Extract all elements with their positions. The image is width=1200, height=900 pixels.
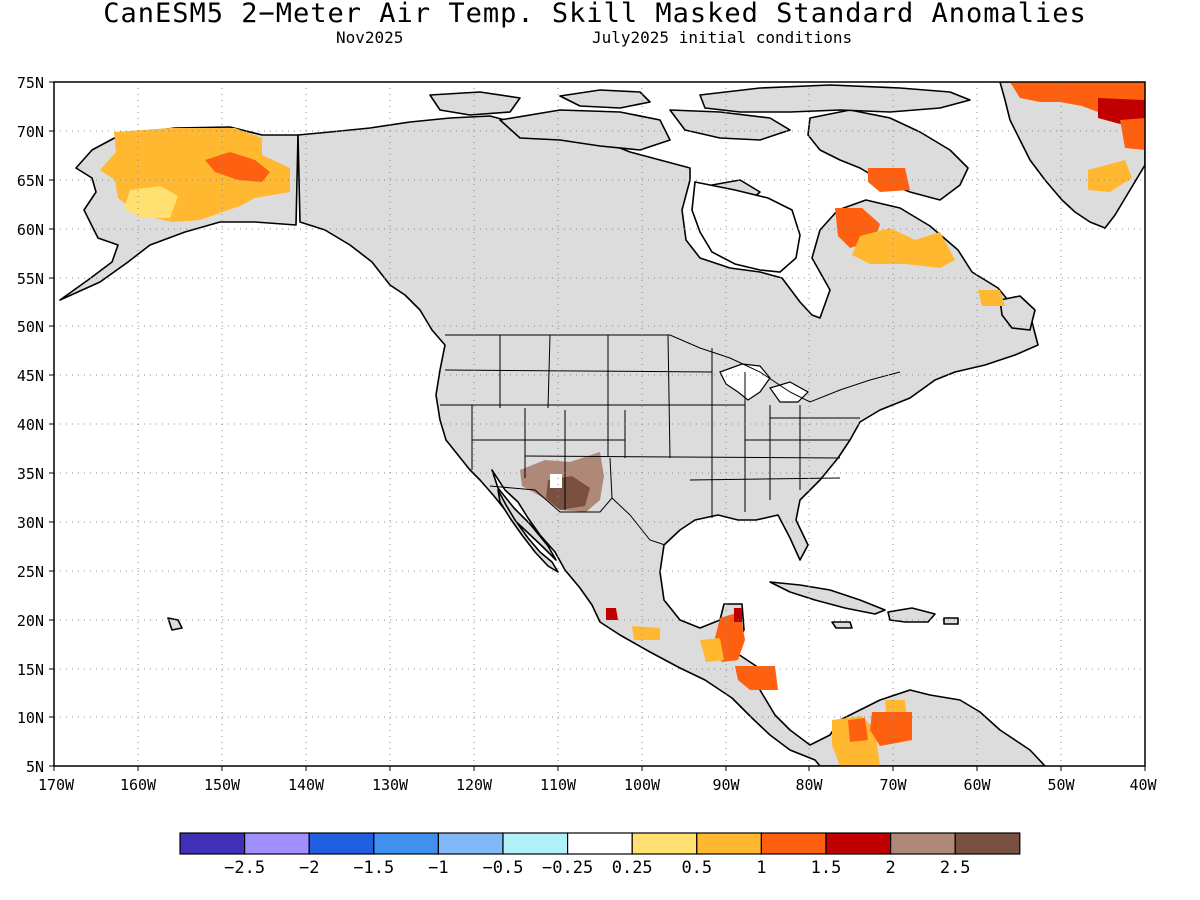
longitude-labels: 170W 160W 150W 140W 130W 120W 110W 100W …	[38, 776, 1158, 794]
anomaly-shading	[100, 82, 1145, 766]
lon-label: 150W	[204, 776, 241, 794]
lat-label: 40N	[17, 416, 44, 434]
anomaly-southwest-hole	[550, 474, 562, 488]
lat-label: 55N	[17, 270, 44, 288]
newfoundland	[999, 295, 1036, 331]
colorbar-swatch	[631, 832, 698, 855]
anomaly-yucatan-2	[734, 608, 742, 622]
colorbar-swatch	[179, 832, 246, 855]
hispaniola	[887, 607, 936, 623]
lon-label: 170W	[38, 776, 75, 794]
anomaly-venezuela-1	[870, 712, 912, 746]
lon-label: 80W	[795, 776, 823, 794]
political-borders	[440, 334, 901, 546]
us-mexico-border	[489, 485, 666, 546]
anomaly-honduras-1	[735, 666, 778, 690]
colorbar-swatch	[696, 832, 762, 855]
anomaly-greenland-east	[1088, 160, 1132, 192]
colorbar-swatch	[889, 832, 956, 855]
lon-label: 140W	[288, 776, 325, 794]
lon-label: 90W	[712, 776, 740, 794]
hawaii	[167, 617, 183, 631]
arctic-island-small	[559, 89, 651, 109]
colorbar-swatch	[244, 832, 310, 855]
lat-label: 5N	[26, 758, 44, 776]
lat-label: 10N	[17, 709, 44, 727]
colorbar-label: 0.25	[612, 858, 653, 878]
arctic-island-banks	[429, 91, 521, 116]
anomaly-alaska-1	[205, 152, 270, 182]
colorbar-swatch	[760, 832, 827, 855]
lat-label: 25N	[17, 563, 44, 581]
lon-label: 100W	[624, 776, 661, 794]
colorbar-label: −0.25	[542, 858, 593, 878]
lon-label: 50W	[1047, 776, 1075, 794]
us-canada-border	[445, 334, 901, 403]
colorbar-label: −1.5	[353, 858, 394, 878]
anomaly-alaska-025	[124, 186, 178, 218]
colorbar-label: −2	[299, 858, 319, 878]
colorbar-swatch	[954, 832, 1021, 855]
jamaica	[831, 621, 853, 629]
lat-label: 60N	[17, 221, 44, 239]
anomaly-venezuela-05	[885, 700, 906, 712]
anomaly-labrador-05	[852, 228, 955, 268]
anomaly-colombia-1	[848, 718, 868, 742]
puerto-rico	[943, 617, 959, 625]
great-lakes	[719, 363, 809, 403]
colorbar-swatch	[825, 832, 892, 855]
colorbar-swatch	[502, 832, 569, 855]
lon-label: 110W	[540, 776, 577, 794]
lat-label: 65N	[17, 172, 44, 190]
lon-label: 70W	[879, 776, 907, 794]
lat-label: 50N	[17, 318, 44, 336]
anomaly-mexico-05	[632, 626, 660, 640]
map-title: CanESM5 2−Meter Air Temp. Skill Masked S…	[103, 0, 1087, 29]
anomaly-greenland-east-2	[1120, 118, 1145, 150]
colorbar-label: 1	[756, 858, 766, 878]
colorbar-label: 0.5	[681, 858, 712, 878]
arctic-island-ellesmere	[699, 84, 971, 113]
colorbar-label: −2.5	[224, 858, 265, 878]
lon-label: 130W	[372, 776, 409, 794]
lat-label: 30N	[17, 514, 44, 532]
us-state-lines-v	[471, 334, 801, 518]
arctic-island-victoria	[499, 109, 671, 151]
colorbar-swatch	[373, 832, 439, 855]
colorbar-label: 1.5	[811, 858, 842, 878]
lat-label: 45N	[17, 367, 44, 385]
lon-label: 120W	[456, 776, 493, 794]
baja-california	[497, 489, 559, 573]
colorbar: −2.5 −2 −1.5 −1 −0.5 −0.25 0.25 0.5 1 1.5 2 2.5	[179, 832, 1021, 878]
colorbar-swatch	[308, 832, 375, 855]
lat-label: 15N	[17, 661, 44, 679]
latitude-labels: 75N 70N 65N 60N 55N 50N 45N 40N 35N 30N …	[17, 74, 44, 776]
hudson-bay	[691, 181, 801, 273]
lon-label: 60W	[963, 776, 991, 794]
colorbar-swatch	[566, 832, 633, 855]
cuba	[769, 581, 886, 615]
forecast-month: Nov2025	[336, 28, 404, 47]
lat-label: 70N	[17, 123, 44, 141]
initial-conditions: July2025 initial conditions	[592, 28, 853, 47]
anomaly-mexico-2	[606, 608, 618, 620]
anomaly-greenland-2	[1098, 98, 1145, 124]
anomaly-newfoundland	[978, 290, 1005, 306]
colorbar-swatch	[437, 832, 504, 855]
lat-label: 75N	[17, 74, 44, 92]
us-state-lines-h	[440, 369, 860, 499]
colorbar-label: 2.5	[940, 858, 971, 878]
graticule	[54, 82, 1145, 766]
lat-label: 35N	[17, 465, 44, 483]
lon-label: 160W	[120, 776, 157, 794]
lat-label: 20N	[17, 612, 44, 630]
lon-label: 40W	[1129, 776, 1157, 794]
colorbar-label: 2	[885, 858, 895, 878]
colorbar-label: −0.5	[483, 858, 524, 878]
axis-ticks	[49, 81, 1146, 771]
anomaly-yucatan-05	[700, 638, 724, 662]
colorbar-label: −1	[428, 858, 448, 878]
baffin-island	[807, 109, 969, 201]
